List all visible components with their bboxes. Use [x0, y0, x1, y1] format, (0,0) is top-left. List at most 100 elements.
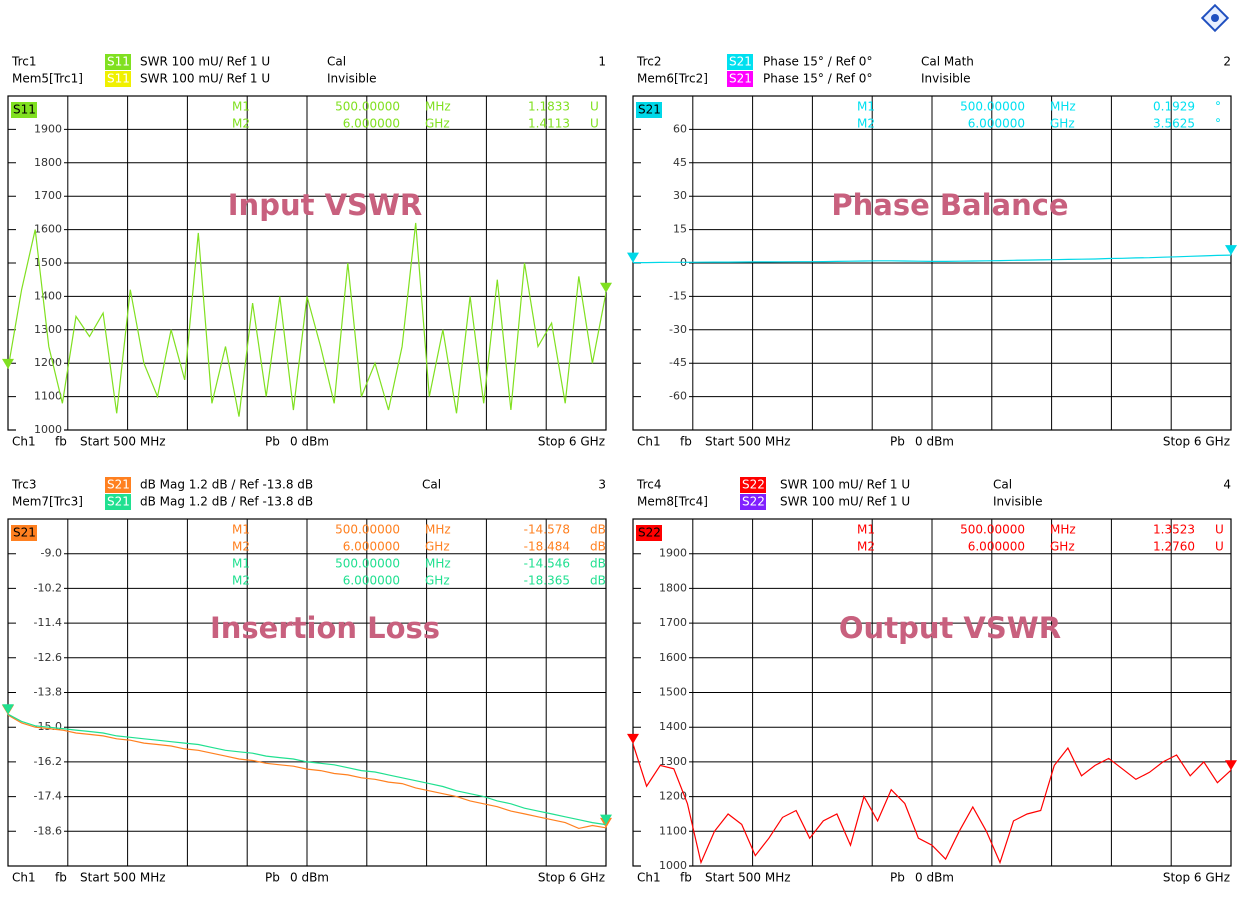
footer-label: fb [55, 435, 67, 449]
y-tick-label: 1000 [659, 859, 687, 872]
marker-value: -18.484 [524, 540, 570, 554]
trace-name: S22 [638, 526, 661, 540]
trace-label: Mem8[Trc4] [637, 495, 708, 509]
marker-unit: GHz [425, 574, 450, 588]
param-box [727, 54, 753, 70]
tick-bg [641, 123, 689, 136]
param-box [105, 477, 131, 493]
trace [633, 743, 1231, 865]
tick-bg [641, 617, 689, 630]
tick-bg [641, 323, 689, 336]
footer-label: Stop 6 GHz [1163, 435, 1230, 449]
marker-unit: GHz [1050, 117, 1075, 131]
trace-box [11, 102, 37, 118]
trace-label: Mem6[Trc2] [637, 72, 708, 86]
format-label: SWR 100 mU/ Ref 1 U [140, 72, 270, 86]
footer-label: Start 500 MHz [80, 871, 166, 885]
y-tick-label: 1100 [659, 824, 687, 837]
trace-box [11, 525, 37, 541]
status-label: Cal [422, 478, 441, 492]
trace [633, 254, 1231, 264]
annotation: Insertion Loss [210, 611, 440, 645]
param-label: S11 [107, 55, 130, 69]
marker-triangle [627, 733, 639, 744]
tick-bg [16, 290, 64, 303]
tick-bg [16, 651, 64, 664]
marker-value: -14.578 [524, 523, 570, 537]
annotation: Phase Balance [831, 188, 1068, 222]
marker-label: M2 [232, 117, 250, 131]
y-tick-label: -45 [669, 356, 687, 369]
tick-bg [641, 290, 689, 303]
param-label: S22 [742, 478, 765, 492]
tick-bg [16, 156, 64, 169]
page-number: 1 [598, 55, 606, 69]
tick-bg [16, 686, 64, 699]
marker-unit: MHz [1050, 100, 1076, 114]
marker-triangle [1225, 245, 1237, 256]
tick-bg [16, 190, 64, 203]
trace-label: Mem7[Trc3] [12, 495, 83, 509]
y-tick-label: 45 [673, 156, 687, 169]
panel: Trc2 S21 Phase 15° / Ref 0° Cal Math Mem6[Tr… [627, 54, 1237, 449]
trace-name: S21 [638, 103, 661, 117]
y-tick-label: 1500 [659, 686, 687, 699]
status-label: Invisible [327, 72, 377, 86]
tick-bg [641, 651, 689, 664]
marker-vunit: U [590, 100, 599, 114]
y-tick-label: 1700 [659, 616, 687, 629]
y-tick-label: -30 [669, 323, 687, 336]
footer-label: Ch1 [637, 435, 661, 449]
marker-triangle [627, 252, 639, 263]
y-tick-label: -16.2 [34, 755, 62, 768]
tick-bg [16, 825, 64, 838]
trace-name: S11 [13, 103, 36, 117]
trace [8, 222, 606, 417]
marker-label: M2 [232, 540, 250, 554]
tick-bg [641, 582, 689, 595]
marker-label: M2 [857, 117, 875, 131]
tick-bg [641, 223, 689, 236]
footer-label: Pb [890, 871, 905, 885]
marker-label: M1 [857, 523, 875, 537]
y-tick-label: -12.6 [34, 651, 62, 664]
trace-box [636, 525, 662, 541]
footer-label: Start 500 MHz [705, 435, 791, 449]
marker-triangle [1225, 760, 1237, 771]
footer-label: Pb [265, 435, 280, 449]
format-label: dB Mag 1.2 dB / Ref -13.8 dB [140, 478, 313, 492]
y-tick-label: 1800 [34, 156, 62, 169]
marker-vunit: U [1215, 540, 1224, 554]
marker-freq: 500.00000 [960, 100, 1025, 114]
tick-bg [16, 617, 64, 630]
y-tick-label: -18.6 [34, 824, 62, 837]
marker-value: 3.5625 [1153, 117, 1195, 131]
footer-label: Ch1 [637, 871, 661, 885]
trace-label: Trc2 [636, 55, 661, 69]
param-box [740, 477, 766, 493]
y-tick-label: 60 [673, 122, 687, 135]
page-number: 3 [598, 478, 606, 492]
tick-bg [641, 755, 689, 768]
tick-bg [641, 825, 689, 838]
tick-bg [641, 860, 689, 872]
y-tick-label: 1900 [659, 547, 687, 560]
status-label: Cal [327, 55, 346, 69]
tick-bg [641, 390, 689, 403]
y-tick-label: 1500 [34, 256, 62, 269]
marker-triangle [600, 282, 612, 293]
y-tick-label: 1600 [659, 651, 687, 664]
tick-bg [641, 190, 689, 203]
marker-unit: MHz [1050, 523, 1076, 537]
tick-bg [16, 223, 64, 236]
footer-label: Start 500 MHz [80, 435, 166, 449]
footer-label: 0 dBm [290, 435, 329, 449]
format-label: SWR 100 mU/ Ref 1 U [780, 495, 910, 509]
y-tick-label: 1700 [34, 189, 62, 202]
tick-bg [641, 686, 689, 699]
footer-label: fb [55, 871, 67, 885]
marker-vunit: U [1215, 523, 1224, 537]
marker-freq: 6.000000 [968, 540, 1025, 554]
trace-label: Trc3 [11, 478, 36, 492]
annotation: Output VSWR [839, 611, 1061, 645]
